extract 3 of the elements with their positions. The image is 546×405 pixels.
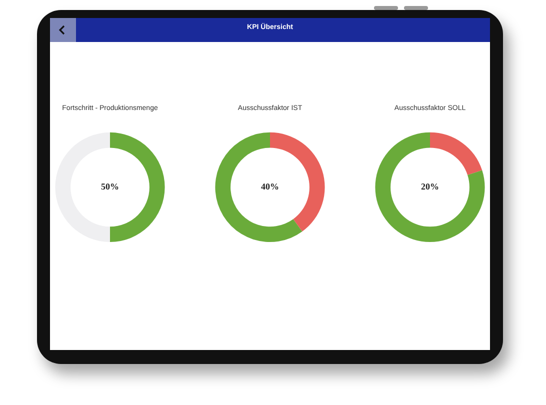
text: 50%: [101, 182, 119, 192]
text: 20%: [421, 182, 439, 192]
text: 40%: [261, 182, 279, 192]
